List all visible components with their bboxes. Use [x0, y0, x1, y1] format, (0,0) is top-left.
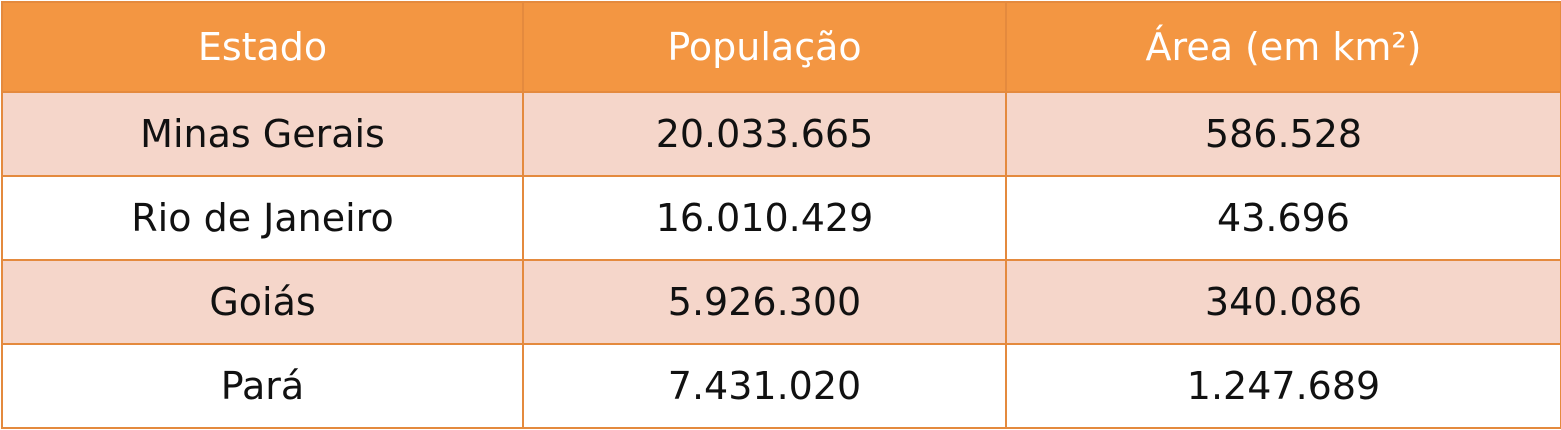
table-row: Pará 7.431.020 1.247.689: [1, 343, 1561, 429]
table-cell: 586.528: [1005, 91, 1561, 177]
table-cell: 1.247.689: [1005, 343, 1561, 429]
table-row: Goiás 5.926.300 340.086: [1, 259, 1561, 345]
table-cell: 7.431.020: [522, 343, 1007, 429]
table-cell: 43.696: [1005, 175, 1561, 261]
table-cell: Goiás: [1, 259, 524, 345]
table-cell: Pará: [1, 343, 524, 429]
table-row: Rio de Janeiro 16.010.429 43.696: [1, 175, 1561, 261]
table-cell: Rio de Janeiro: [1, 175, 524, 261]
table-cell: 20.033.665: [522, 91, 1007, 177]
header-cell: Estado: [1, 1, 524, 93]
header-row: Estado População Área (em km²): [1, 1, 1561, 93]
table-cell: 16.010.429: [522, 175, 1007, 261]
table-body: Minas Gerais 20.033.665 586.528 Rio de Jane…: [1, 91, 1561, 429]
table-cell: 340.086: [1005, 259, 1561, 345]
header-cell: População: [522, 1, 1007, 93]
table-cell: 5.926.300: [522, 259, 1007, 345]
header-cell: Área (em km²): [1005, 1, 1561, 93]
table-row: Minas Gerais 20.033.665 586.528: [1, 91, 1561, 177]
table-cell: Minas Gerais: [1, 91, 524, 177]
